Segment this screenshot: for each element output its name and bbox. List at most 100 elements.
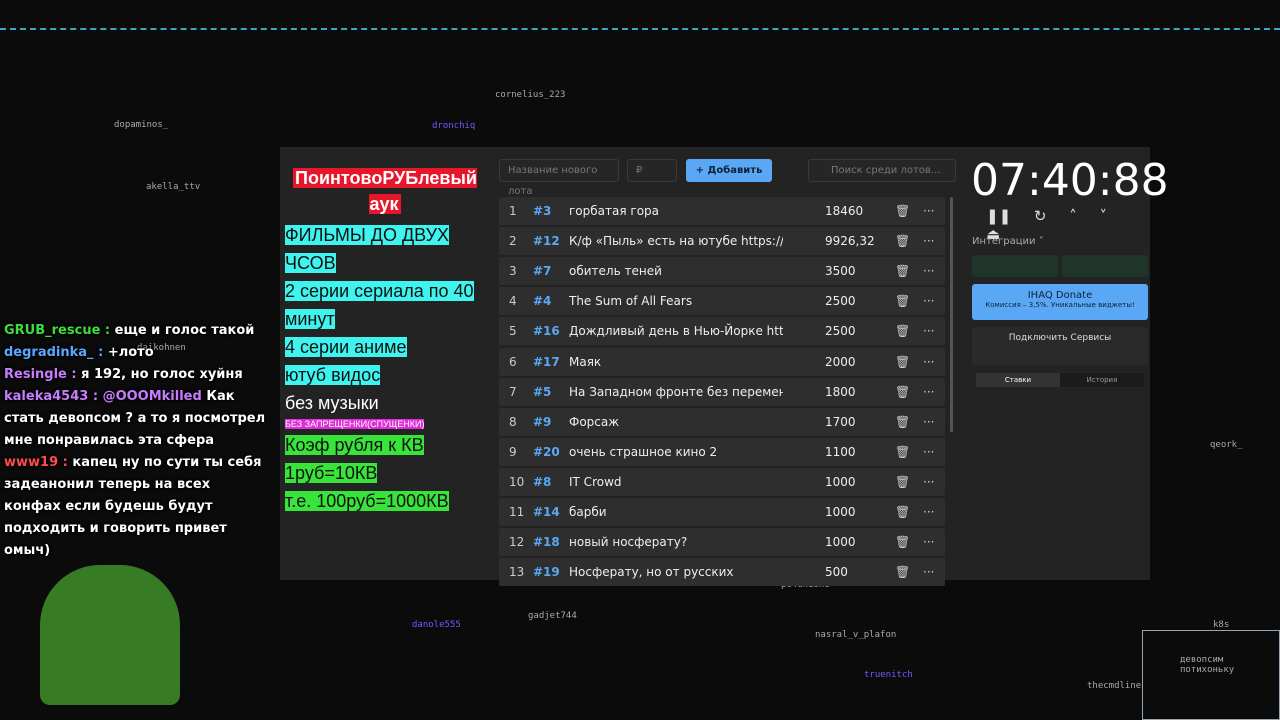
lot-index: 8 xyxy=(509,414,517,429)
add-button-label: Добавить xyxy=(707,165,763,176)
lot-row[interactable]: 9 #20 очень страшное кино 2 1100 🗑 ··· xyxy=(499,437,945,466)
add-button[interactable]: + Добавить xyxy=(686,159,772,182)
viewer-name: dopaminos_ xyxy=(114,120,169,130)
integration-toggle[interactable] xyxy=(972,255,1058,277)
rule-item: ютуб видос xyxy=(285,361,475,389)
rule-text: Коэф рубля к КВ xyxy=(285,435,424,455)
amount-input[interactable]: ₽ xyxy=(627,159,677,182)
delete-button[interactable]: 🗑 xyxy=(895,204,911,218)
lot-row[interactable]: 6 #17 Маяк 2000 🗑 ··· xyxy=(499,347,945,376)
lot-row[interactable]: 4 #4 The Sum of All Fears 2500 🗑 ··· xyxy=(499,287,945,316)
more-button[interactable]: ··· xyxy=(923,324,935,339)
delete-button[interactable]: 🗑 xyxy=(895,234,911,249)
integrations-label[interactable]: Интеграции ˅ xyxy=(972,236,1044,247)
lot-row[interactable]: 3 #7 обитель теней 3500 🗑 ··· xyxy=(499,257,945,286)
viewer-name: danole555 xyxy=(412,620,461,630)
separator: : xyxy=(66,367,82,382)
lot-name: The Sum of All Fears xyxy=(569,294,693,309)
viewer-name: девопсим потихоньку xyxy=(1180,655,1235,675)
chat-user: GRUB_rescue xyxy=(4,323,101,338)
lot-row[interactable]: 1 #3 горбатая гора 18460 🗑 ··· xyxy=(499,197,945,225)
donate-subtitle: Комиссия – 3,5%. Уникальные виджеты! xyxy=(985,301,1135,309)
delete-button[interactable]: 🗑 xyxy=(895,354,911,369)
donate-card[interactable]: IHAQ Donate Комиссия – 3,5%. Уникальные … xyxy=(972,284,1148,320)
timer-controls[interactable]: ❚❚ ↻ ˄ ˅ ⏏ xyxy=(986,207,1108,243)
rule-text: 4 серии аниме xyxy=(285,337,407,357)
lot-name: барби xyxy=(569,505,607,519)
more-button[interactable]: ··· xyxy=(923,264,935,279)
rule-item: 4 серии аниме xyxy=(285,333,475,361)
rule-text: ФИЛЬМЫ ДО ДВУХ ЧСОВ xyxy=(285,225,450,273)
tab[interactable]: История xyxy=(1086,376,1118,384)
delete-button[interactable]: 🗑 xyxy=(895,565,911,580)
tab[interactable]: Ставки xyxy=(976,373,1060,387)
delete-button[interactable]: 🗑 xyxy=(895,414,911,429)
connect-services[interactable]: Подключить Сервисы xyxy=(972,327,1148,365)
delete-button[interactable]: 🗑 xyxy=(895,294,911,309)
chat-user: Resingle xyxy=(4,367,67,382)
lot-name: Форсаж xyxy=(569,414,620,429)
lot-name-input[interactable]: Название нового лота xyxy=(499,159,619,197)
integration-toggle[interactable] xyxy=(1062,255,1148,277)
lot-row[interactable]: 13 #19 Носферату, но от русских 500 🗑 ··· xyxy=(499,558,945,587)
lot-index: 9 xyxy=(509,444,517,459)
auction-title: ПоинтовоРУБлевый аук xyxy=(293,168,477,214)
delete-button[interactable]: 🗑 xyxy=(895,505,911,519)
tabs: Ставки История xyxy=(976,373,1144,387)
more-button[interactable]: ··· xyxy=(923,474,935,489)
separator: : xyxy=(93,345,108,360)
lot-row[interactable]: 8 #9 Форсаж 1700 🗑 ··· xyxy=(499,407,945,436)
chat-message: GRUB_rescue : еще и голос такой xyxy=(4,320,266,342)
delete-button[interactable]: 🗑 xyxy=(895,324,911,339)
more-button[interactable]: ··· xyxy=(923,384,935,399)
more-button[interactable]: ··· xyxy=(923,294,935,309)
more-button[interactable]: ··· xyxy=(923,505,935,519)
more-button[interactable]: ··· xyxy=(923,414,935,429)
lot-amount: 9926,32 xyxy=(825,234,875,249)
more-button[interactable]: ··· xyxy=(923,535,935,550)
viewer-name: qeork_ xyxy=(1210,440,1243,450)
rule-text: без музыки xyxy=(285,393,379,413)
search-input[interactable]: Поиск среди лотов... xyxy=(808,159,956,182)
more-button[interactable]: ··· xyxy=(923,234,935,249)
lot-index: 11 xyxy=(509,505,525,519)
viewer-name: dronchiq xyxy=(432,121,476,131)
delete-button[interactable]: 🗑 xyxy=(895,384,911,399)
lot-index: 12 xyxy=(509,535,525,550)
lot-amount: 18460 xyxy=(825,204,864,218)
lot-row[interactable]: 11 #14 барби 1000 🗑 ··· xyxy=(499,498,945,526)
lot-index: 4 xyxy=(509,294,517,309)
more-button[interactable]: ··· xyxy=(923,444,935,459)
lot-row[interactable]: 5 #16 Дождливый день в Нью-Йорке https:// 2… xyxy=(499,317,945,346)
lot-amount: 1000 xyxy=(825,505,856,519)
rule-item: Коэф рубля к КВ xyxy=(285,431,475,459)
lot-id: #16 xyxy=(533,324,560,339)
lot-row[interactable]: 12 #18 новый носферату? 1000 🗑 ··· xyxy=(499,528,945,557)
more-button[interactable]: ··· xyxy=(923,565,935,580)
lot-name: горбатая гора xyxy=(569,204,660,218)
lot-row[interactable]: 7 #5 На Западном фронте без перемен 1800 🗑 ··… xyxy=(499,377,945,406)
delete-button[interactable]: 🗑 xyxy=(895,474,911,489)
delete-button[interactable]: 🗑 xyxy=(895,264,911,279)
lot-row[interactable]: 10 #8 IT Crowd 1000 🗑 ··· xyxy=(499,467,945,496)
rule-text: 2 серии сериала по 40 минут xyxy=(285,281,474,329)
lot-name: Маяк xyxy=(569,354,602,369)
more-button[interactable]: ··· xyxy=(923,204,935,218)
rule-text: БЕЗ ЗАПРЕЩЕНКИ(СПУЩЕНКИ) xyxy=(285,419,425,429)
lot-amount: 2500 xyxy=(825,324,856,339)
chat: GRUB_rescue : еще и голос такой degradink… xyxy=(4,320,266,562)
delete-button[interactable]: 🗑 xyxy=(895,444,911,459)
lot-name: IT Crowd xyxy=(569,474,622,489)
timer: 07:40:88 xyxy=(971,155,1169,206)
separator: : xyxy=(58,455,73,470)
lot-amount: 1800 xyxy=(825,384,856,399)
viewer-name: nasral_v_plafon xyxy=(815,630,897,640)
lot-amount: 1000 xyxy=(825,474,856,489)
lot-row[interactable]: 2 #12 К/ф «Пыль» есть на ютубе https://you… xyxy=(499,227,945,256)
lot-id: #5 xyxy=(533,384,552,399)
more-button[interactable]: ··· xyxy=(923,354,935,369)
lot-id: #12 xyxy=(533,234,560,249)
lot-id: #3 xyxy=(533,204,552,218)
delete-button[interactable]: 🗑 xyxy=(895,535,911,550)
